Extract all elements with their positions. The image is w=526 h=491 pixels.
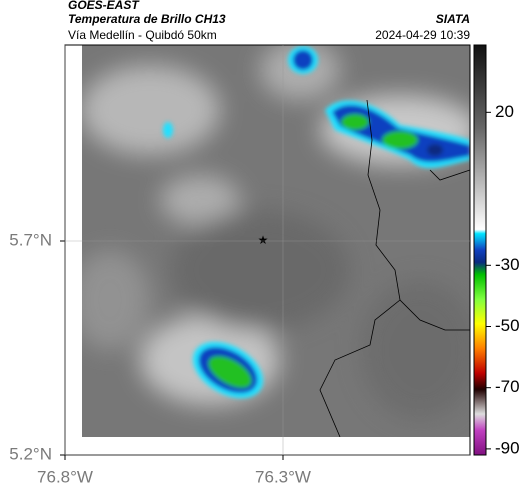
city-marker: ★ [258, 233, 269, 247]
colorbar [473, 44, 487, 456]
colorbar-label: -70 [495, 377, 520, 396]
colorbar-label: -90 [495, 438, 520, 457]
lat-label: 5.2°N [9, 444, 52, 463]
timestamp: 2024-04-29 10:39 [375, 28, 470, 42]
source: SIATA [436, 12, 470, 26]
colorbar-label: -30 [495, 255, 520, 274]
lat-label: 5.7°N [9, 230, 52, 249]
lon-label: 76.8°W [37, 467, 93, 486]
satellite: GOES-EAST [68, 0, 140, 12]
lon-label: 76.3°W [255, 467, 311, 486]
product: Temperatura de Brillo CH13 [68, 12, 226, 26]
colorbar-label: 20 [495, 102, 514, 121]
colorbar-label: -50 [495, 316, 520, 335]
region: Vía Medellín - Quibdó 50km [68, 28, 217, 42]
image: ★ [82, 45, 470, 437]
